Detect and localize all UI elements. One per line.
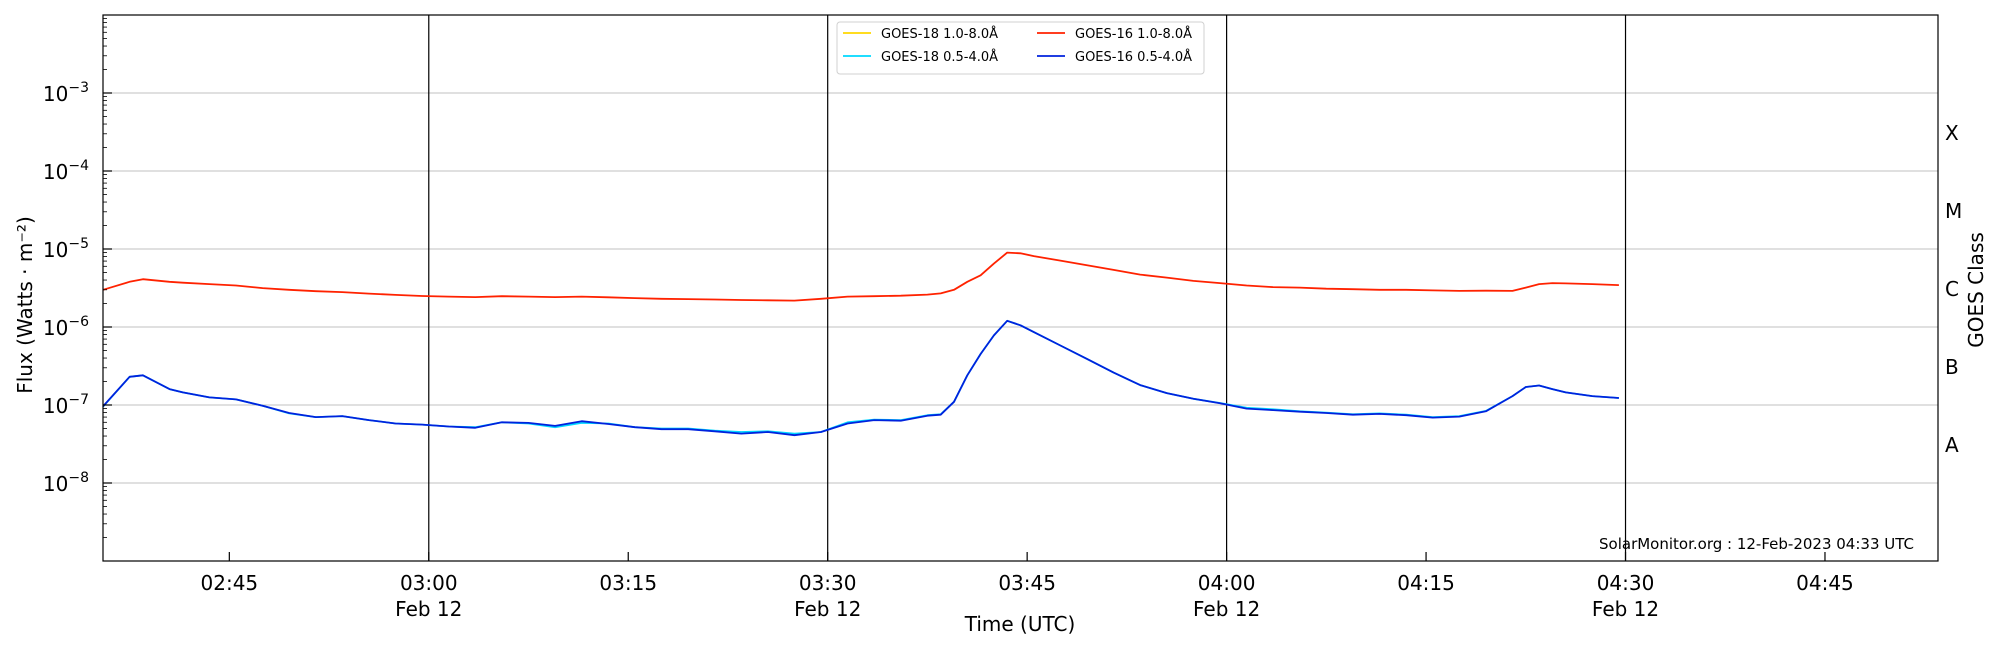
x-tick-label: 03:00 xyxy=(400,571,458,595)
plot-frame xyxy=(102,14,1939,562)
goes-class-label: X xyxy=(1945,121,1959,145)
grid-layer xyxy=(103,92,1938,484)
legend-box xyxy=(836,21,1205,75)
x-tick-date-label: Feb 12 xyxy=(1592,597,1659,621)
series-layer xyxy=(102,251,1619,437)
x-axis-title: Time (UTC) xyxy=(964,612,1076,636)
y-axis-title: Flux (Watts · m⁻²) xyxy=(13,216,37,394)
series-line-4 xyxy=(102,319,1619,437)
x-tick-date-label: Feb 12 xyxy=(395,597,462,621)
goes-class-axis-title: GOES Class xyxy=(1964,232,1988,348)
x-tick-label: 04:45 xyxy=(1796,571,1854,595)
y-tick-label: 10−4 xyxy=(43,158,89,184)
legend-label-2: GOES-18 0.5-4.0Å xyxy=(881,49,998,65)
y-tick-label: 10−3 xyxy=(43,80,89,106)
x-tick-date-label: Feb 12 xyxy=(794,597,861,621)
credit-text: SolarMonitor.org : 12-Feb-2023 04:33 UTC xyxy=(1599,535,1914,553)
series-line-3 xyxy=(102,251,1619,302)
x-tick-label: 04:00 xyxy=(1198,571,1256,595)
x-tick-label: 03:45 xyxy=(998,571,1056,595)
x-tick-label: 03:30 xyxy=(799,571,857,595)
goes-class-label: A xyxy=(1945,433,1959,457)
legend: GOES-18 1.0-8.0Å GOES-18 0.5-4.0Å GOES-16 … xyxy=(836,21,1205,75)
x-tick-label: 03:15 xyxy=(599,571,657,595)
legend-label-1: GOES-18 1.0-8.0Å xyxy=(881,26,998,42)
goes-class-label: M xyxy=(1945,199,1962,223)
y-tick-label: 10−7 xyxy=(43,392,89,418)
x-tick-label: 04:30 xyxy=(1597,571,1655,595)
legend-label-3: GOES-16 1.0-8.0Å xyxy=(1075,26,1192,42)
goes-class-label: C xyxy=(1945,277,1959,301)
y-tick-label: 10−6 xyxy=(43,314,89,340)
legend-label-4: GOES-16 0.5-4.0Å xyxy=(1075,49,1192,65)
x-tick-label: 02:45 xyxy=(201,571,259,595)
x-tick-label: 04:15 xyxy=(1397,571,1455,595)
x-tick-date-label: Feb 12 xyxy=(1193,597,1260,621)
goes-class-label: B xyxy=(1945,355,1959,379)
y-tick-label: 10−5 xyxy=(43,236,89,262)
y-tick-label: 10−8 xyxy=(43,470,89,496)
vertical-lines-layer xyxy=(428,15,1627,561)
